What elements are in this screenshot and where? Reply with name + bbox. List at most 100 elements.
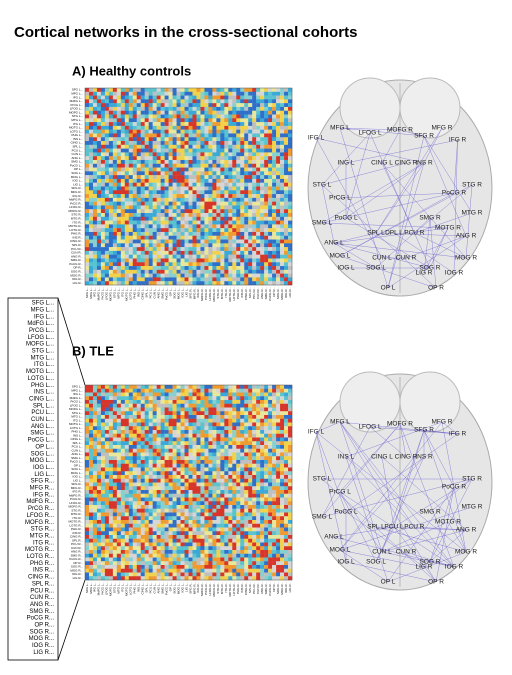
- heatmap-cell: [200, 197, 205, 202]
- heatmap-cell: [172, 114, 177, 119]
- heatmap-cell: [176, 456, 181, 461]
- heatmap-cell: [196, 144, 201, 149]
- heatmap-cell: [152, 490, 157, 494]
- heatmap-cell: [164, 385, 169, 389]
- heatmap-cell: [112, 490, 118, 494]
- heatmap-cell: [168, 407, 173, 412]
- heatmap-cell: [136, 467, 141, 472]
- heatmap-cell: [284, 190, 289, 195]
- heatmap-cell: [132, 433, 137, 438]
- heatmap-cell: [164, 505, 169, 509]
- heatmap-cell: [104, 516, 110, 521]
- heatmap-cell: [132, 235, 137, 240]
- heatmap-cell: [220, 400, 225, 404]
- heatmap-cell: [104, 486, 110, 491]
- heatmap-cell: [216, 114, 221, 119]
- heatmap-cell: [200, 407, 205, 412]
- heatmap-cell: [204, 411, 209, 416]
- heatmap-cell: [248, 190, 253, 195]
- heatmap-cell: [276, 156, 281, 161]
- heatmap-cell: [280, 531, 285, 536]
- heatmap-cell: [124, 110, 129, 115]
- heatmap-cell: [136, 269, 141, 274]
- heatmap-cell: [236, 411, 241, 416]
- heatmap-cell: [196, 118, 201, 123]
- heatmap-cell: [204, 254, 209, 259]
- heatmap-cell: [276, 106, 281, 111]
- heatmap-cell: [256, 527, 261, 532]
- heatmap-cell: [208, 531, 213, 536]
- heatmap-cell: [256, 516, 261, 521]
- heatmap-cell: [244, 178, 249, 183]
- heatmap: [85, 88, 293, 286]
- heatmap-cell: [104, 426, 110, 431]
- heatmap-cell: [128, 520, 133, 524]
- heatmap-cell: [188, 175, 193, 180]
- heatmap-cell: [208, 209, 213, 214]
- heatmap-cell: [132, 490, 137, 494]
- heatmap-cell: [180, 216, 185, 221]
- heatmap-cell: [128, 197, 133, 202]
- heatmap-cell: [260, 197, 265, 202]
- heatmap-cell: [260, 520, 265, 524]
- heatmap-cell: [184, 437, 189, 442]
- heatmap-cell: [220, 426, 225, 431]
- heatmap-cell: [228, 129, 233, 134]
- heatmap-cell: [160, 403, 165, 408]
- heatmap-cell: [208, 269, 213, 274]
- heatmap-cell: [256, 482, 261, 487]
- heatmap-cell: [176, 216, 181, 221]
- heatmap-cell: [244, 538, 249, 543]
- heatmap-cell: [272, 178, 277, 183]
- heatmap-cell: [140, 190, 145, 195]
- heatmap-cell: [272, 497, 277, 502]
- heatmap-cell: [192, 385, 197, 389]
- heatmap-cell: [132, 475, 137, 479]
- heatmap-cell: [92, 148, 98, 153]
- heatmap-cell: [92, 243, 98, 248]
- heatmap-cell: [88, 400, 94, 404]
- heatmap-cell: [216, 501, 221, 506]
- heatmap-cell: [272, 239, 277, 244]
- heatmap-cell: [256, 385, 261, 389]
- heatmap-cell: [212, 426, 217, 431]
- heatmap-cell: [88, 159, 94, 164]
- heatmap-cell: [136, 512, 141, 517]
- heatmap-cell: [288, 403, 293, 408]
- heatmap-cell: [176, 422, 181, 427]
- heatmap-cell: [216, 88, 221, 92]
- heatmap-cell: [188, 144, 193, 149]
- heatmap-cell: [228, 247, 233, 252]
- heatmap-cell: [156, 463, 161, 468]
- heatmap-cell: [124, 467, 129, 472]
- heatmap-cell: [164, 493, 169, 498]
- heatmap-cell: [232, 490, 237, 494]
- heatmap-cell: [128, 400, 133, 404]
- heatmap-cell: [180, 220, 185, 225]
- heatmap-cell: [192, 411, 197, 416]
- heatmap-cell: [104, 141, 110, 146]
- heatmap-cell: [184, 209, 189, 214]
- heatmap-cell: [168, 110, 173, 115]
- heatmap-cell: [272, 512, 277, 517]
- heatmap-cell: [188, 171, 193, 176]
- heatmap-cell: [208, 159, 213, 164]
- heatmap-cell: [188, 178, 193, 183]
- heatmap-cell: [232, 91, 237, 96]
- heatmap-cell: [228, 148, 233, 153]
- heatmap-cell: [140, 497, 145, 502]
- heatmap-cell: [244, 520, 249, 524]
- heatmap-cell: [108, 110, 114, 115]
- heatmap-cell: [260, 433, 265, 438]
- heatmap-cell: [188, 262, 193, 267]
- heatmap-cell: [136, 258, 141, 263]
- heatmap-cell: [280, 159, 285, 164]
- heatmap-cell: [276, 99, 281, 104]
- heatmap-cell: [112, 396, 118, 401]
- heatmap-cell: [276, 213, 281, 218]
- heatmap-cell: [160, 95, 165, 100]
- heatmap-cell: [212, 266, 217, 271]
- heatmap-cell: [272, 520, 277, 524]
- heatmap-cell: [220, 167, 225, 172]
- heatmap-cell: [232, 163, 237, 168]
